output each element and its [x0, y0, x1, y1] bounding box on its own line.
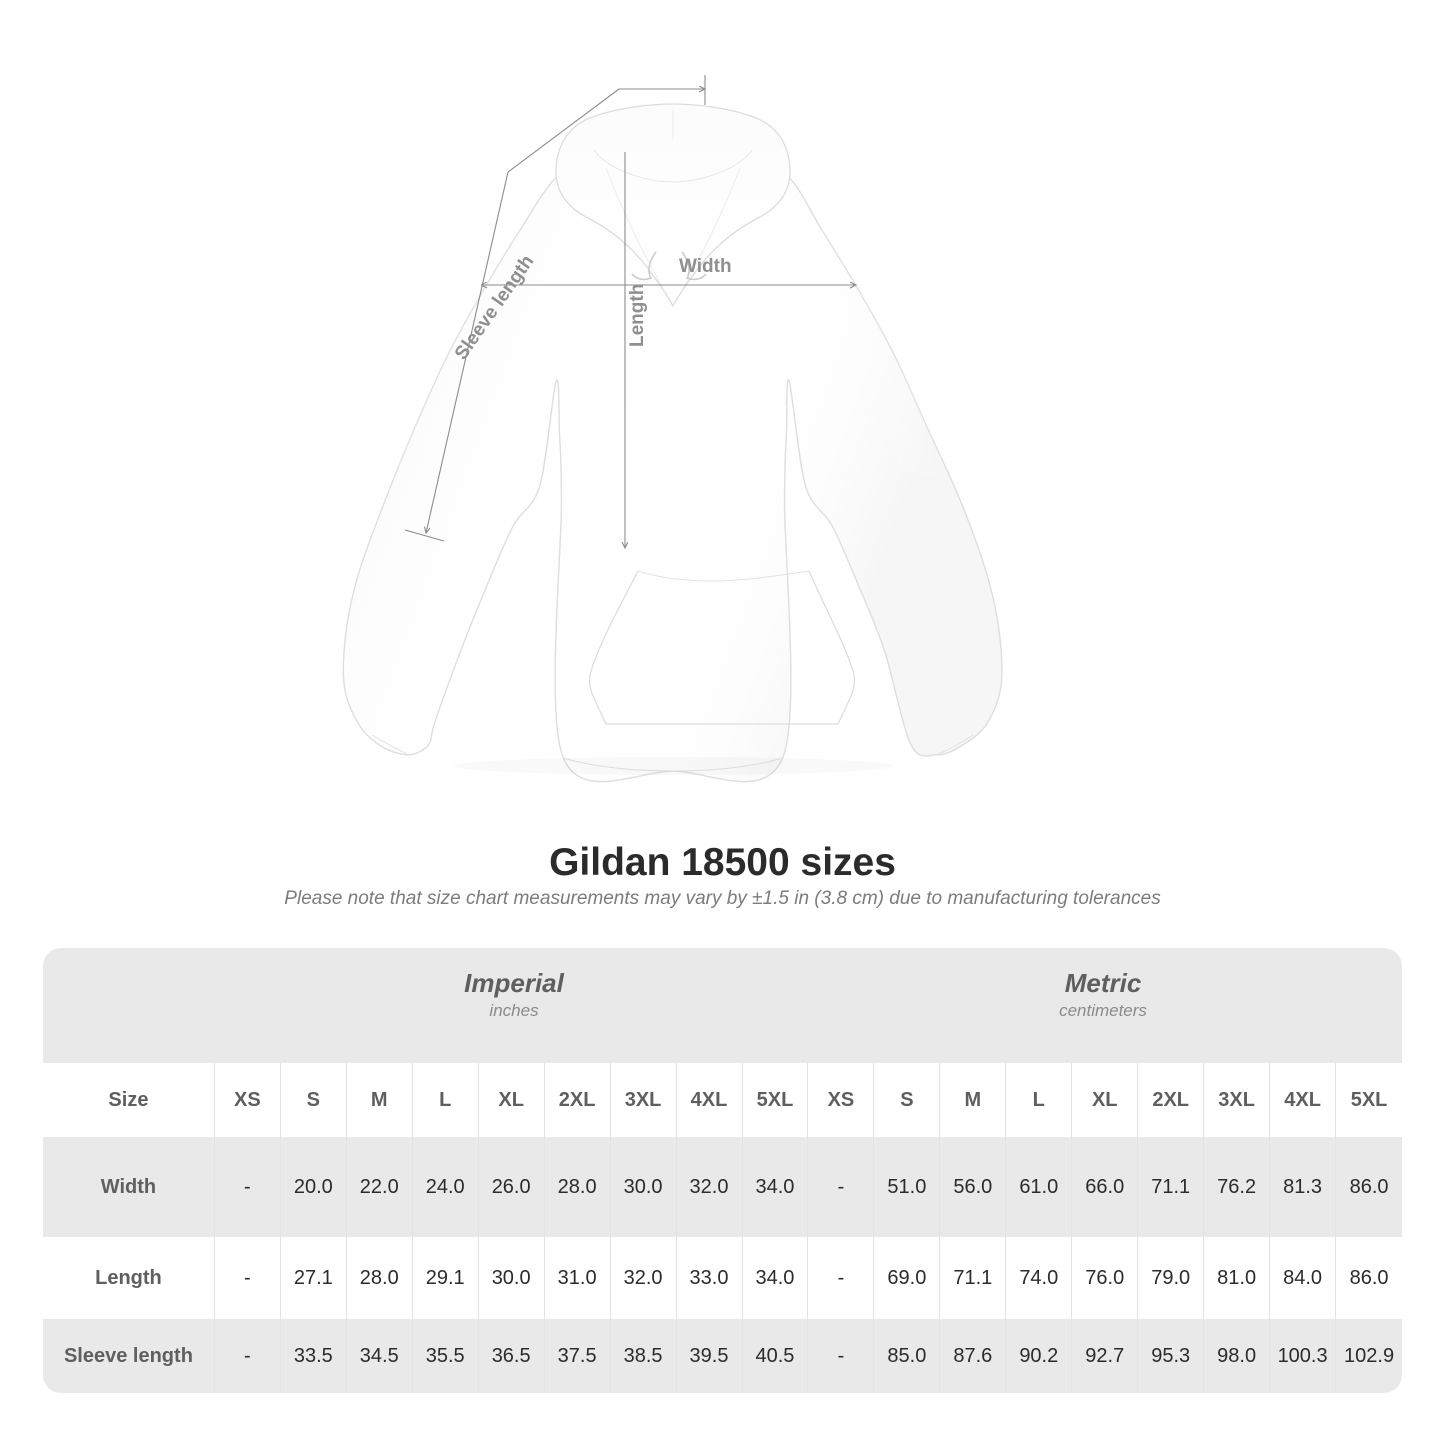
svg-text:Width: Width — [679, 256, 732, 277]
svg-text:Length: Length — [627, 284, 648, 347]
